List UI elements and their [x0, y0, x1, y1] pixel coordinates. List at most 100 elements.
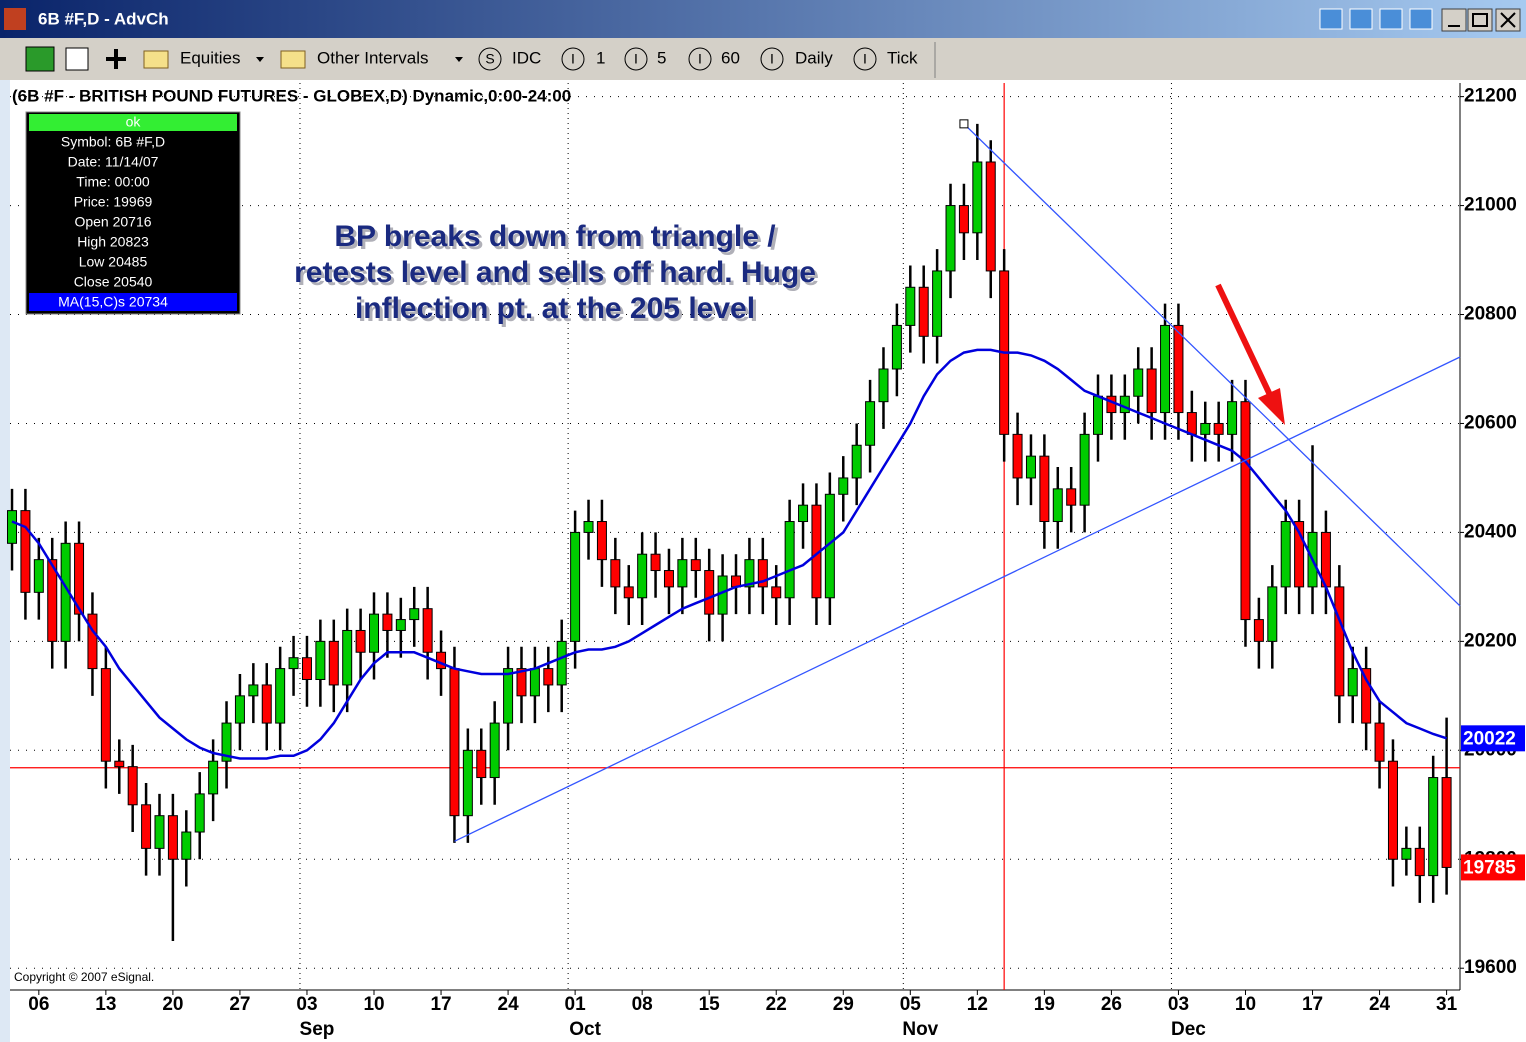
tool-icon[interactable] — [760, 47, 784, 71]
button[interactable] — [1349, 8, 1373, 30]
candle-body — [516, 668, 527, 697]
candle-body — [744, 559, 755, 588]
candle-body — [704, 570, 715, 615]
tool-icon-letter: I — [571, 51, 575, 67]
candle-body — [141, 804, 152, 849]
candle-body — [288, 657, 299, 670]
toolbar-item[interactable]: Equities — [180, 48, 240, 67]
candle-body — [87, 613, 98, 670]
toolbar — [0, 38, 1526, 80]
left-edge — [0, 80, 10, 1042]
tool-icon-letter: I — [634, 51, 638, 67]
y-tick-label: 19600 — [1464, 957, 1517, 978]
month-label: Sep — [300, 1019, 335, 1040]
tool-icon[interactable] — [65, 47, 89, 71]
toolbar-item[interactable]: Tick — [887, 48, 918, 67]
arrow — [1215, 283, 1285, 425]
candle-body — [382, 613, 393, 631]
tool-icon-letter: I — [863, 51, 867, 67]
plot — [7, 83, 1464, 990]
candle-body — [422, 608, 433, 653]
candle-body — [945, 205, 956, 272]
trendline — [454, 356, 1461, 842]
candle-body — [878, 368, 889, 403]
x-tick-label: 24 — [498, 994, 520, 1015]
toolbar-item[interactable]: Other Intervals — [317, 48, 429, 67]
title-bar — [0, 0, 1526, 38]
tool-icon[interactable] — [853, 47, 877, 71]
toolbar-item[interactable]: 1 — [596, 48, 605, 67]
price-marker — [1461, 854, 1525, 881]
toolbar-item[interactable]: 60 — [721, 48, 740, 67]
x-tick-label: 22 — [766, 994, 787, 1015]
tool-icon[interactable] — [25, 46, 55, 72]
add-icon[interactable] — [106, 49, 126, 69]
annotation-shadow: inflection pt. at the 205 level — [358, 295, 758, 328]
minimize-button[interactable] — [1441, 8, 1467, 32]
candle-body — [1401, 847, 1412, 860]
candle-body — [1106, 395, 1117, 414]
candle-body — [556, 640, 567, 686]
annotation-shadow: retests level and sells off hard. Huge — [297, 259, 819, 292]
folder-icon — [143, 50, 169, 69]
arrow-shaft — [1215, 283, 1273, 397]
candle-body — [114, 760, 125, 768]
candle-body — [449, 668, 460, 817]
x-tick-label: 26 — [1101, 994, 1122, 1015]
candle-body — [1119, 395, 1130, 414]
candle-body — [918, 286, 929, 337]
annotation-text: inflection pt. at the 205 level — [355, 292, 755, 325]
button[interactable] — [1409, 8, 1433, 30]
button[interactable] — [1379, 8, 1403, 30]
x-tick-label: 19 — [1034, 994, 1055, 1015]
tool-icon[interactable] — [688, 47, 712, 71]
candle-body — [167, 815, 178, 860]
candle-body — [623, 586, 634, 599]
candle-body — [369, 613, 380, 653]
toolbar-item[interactable]: 5 — [657, 48, 666, 67]
candle-body — [784, 521, 795, 599]
toolbar-item[interactable]: IDC — [512, 48, 541, 67]
x-tick-label: 13 — [95, 994, 116, 1015]
candle-body — [529, 668, 540, 697]
candle-body — [1186, 412, 1197, 435]
info-line: MA(15,C)s 20734 — [58, 294, 168, 310]
tool-icon[interactable] — [478, 47, 502, 71]
info-box: ok Symbol: 6B #F,D Date: 11/14/07 Time: 00:… — [25, 111, 241, 315]
price-marker — [1461, 725, 1525, 752]
candle-body — [932, 270, 943, 337]
x-tick-label: 10 — [1235, 994, 1256, 1015]
candle-body — [20, 510, 31, 593]
maximize-button[interactable] — [1467, 8, 1493, 32]
window-buttons — [1319, 8, 1521, 32]
tool-icon[interactable] — [561, 47, 585, 71]
candle-body — [315, 640, 326, 680]
dropdown-arrow — [256, 57, 264, 62]
candle-body — [1200, 422, 1211, 435]
window-title: 6B #F,D - AdvCh — [38, 9, 169, 28]
trendline-handle — [959, 119, 969, 129]
candle-body — [690, 559, 701, 572]
tool-icon[interactable] — [624, 47, 648, 71]
candle-body — [663, 570, 674, 588]
button[interactable] — [1319, 8, 1343, 30]
candle-body — [1387, 760, 1398, 860]
button-glyphs — [1448, 12, 1516, 28]
toolbar-item[interactable]: Daily — [795, 48, 833, 67]
arrow-head — [1258, 388, 1285, 425]
candle-body — [1052, 488, 1063, 523]
candle-body — [771, 586, 782, 599]
info-line: Close 20540 — [74, 274, 153, 290]
candle-body — [838, 477, 849, 495]
candle-body — [355, 629, 366, 653]
annotation-shadow: BP breaks down from triangle / — [337, 223, 779, 256]
candle-body — [637, 553, 648, 599]
candle-body — [610, 559, 621, 588]
candle-body — [194, 793, 205, 833]
candle-body — [1093, 395, 1104, 435]
annotation: BP breaks down from triangle /BP breaks … — [294, 220, 819, 328]
candle-body — [328, 640, 339, 686]
candle-body — [1012, 433, 1023, 479]
